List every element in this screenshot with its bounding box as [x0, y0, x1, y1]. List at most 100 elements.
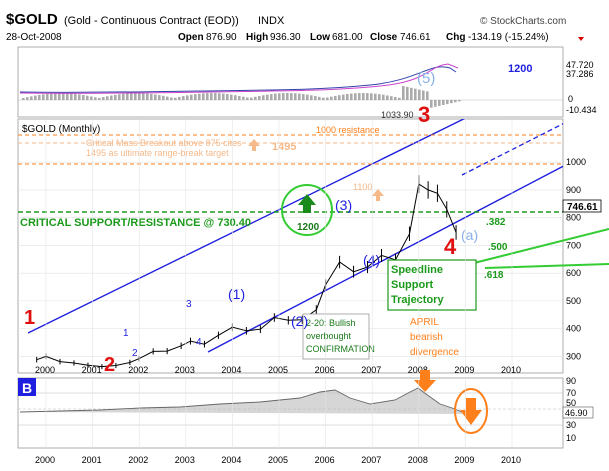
macd-bar [342, 94, 345, 100]
macd-bar [114, 94, 117, 100]
macd-bar [430, 100, 433, 108]
macd-bar [262, 95, 265, 100]
divergence-ellipse [454, 388, 488, 434]
y-tick-label: 500 [566, 296, 581, 306]
minor-wave-1: 1 [123, 328, 129, 339]
open-value: 876.90 [206, 32, 237, 43]
x-tick-label: 2001 [82, 365, 102, 375]
upper-channel-line [27, 119, 466, 334]
macd-bar [178, 96, 181, 100]
macd-bar [58, 93, 61, 100]
chg-value: -134.19 (-15.24%) [468, 32, 549, 43]
macd-bar [414, 88, 417, 100]
macd-bar [54, 93, 57, 100]
macd-bar [94, 97, 97, 100]
int-wave-3: (3) [335, 197, 352, 213]
macd-bar [194, 94, 197, 100]
macd-bar [82, 95, 85, 100]
macd-bar [122, 93, 125, 100]
critical-support-label: CRITICAL SUPPORT/RESISTANCE @ 730.40 [20, 217, 251, 229]
macd-bar [426, 91, 429, 100]
int-wave-a: (a) [461, 227, 478, 243]
macd-label-3: 0 [568, 94, 573, 104]
macd-bar [274, 93, 277, 100]
low-label: Low [310, 32, 330, 43]
chg-label: Chg [446, 32, 465, 43]
wave-2-red: 2 [104, 354, 115, 376]
speedline-line1: Speedline [391, 264, 443, 276]
macd-line [19, 66, 457, 93]
macd-bar [198, 93, 201, 100]
rsi-panel: B 90 70 50 46.90 30 10 [17, 370, 594, 449]
x-tick-label: 2000 [35, 365, 55, 375]
macd-bar [238, 95, 241, 100]
macd-bar [146, 93, 149, 100]
minor-wave-2: 2 [132, 348, 138, 359]
macd-bar [166, 96, 169, 100]
y-tick-label: 600 [566, 268, 581, 278]
x-tick-label: 2007 [361, 455, 381, 465]
wave-4-red: 4 [444, 234, 457, 259]
x-tick-label: 2004 [221, 455, 241, 465]
macd-bar [302, 94, 305, 100]
macd-bar [286, 93, 289, 100]
macd-bar [250, 97, 253, 100]
macd-bar [186, 95, 189, 100]
macd-bar [438, 100, 441, 106]
panel-title: $GOLD (Monthly) [22, 124, 100, 135]
macd-bar [278, 93, 281, 100]
macd-bar [322, 97, 325, 100]
macd-bar [294, 93, 297, 100]
int-wave-4: (4) [363, 252, 380, 268]
macd-bar [158, 95, 161, 100]
arrow-down-icon-2 [460, 398, 482, 425]
macd-bar [126, 93, 129, 100]
price-x-axis: 2000 2001 2002 2003 2004 2005 2006 2007 2008 2009… [35, 119, 521, 375]
high-value: 936.30 [270, 32, 301, 43]
macd-bar [62, 93, 65, 100]
macd-bar [398, 97, 401, 100]
macd-bar [394, 96, 397, 100]
macd-bar [366, 93, 369, 100]
open-label: Open [178, 32, 204, 43]
macd-bar [410, 87, 413, 100]
x-tick-label: 2009 [454, 365, 474, 375]
price-tag-box [562, 199, 602, 213]
x-tick-label: 2009 [454, 455, 474, 465]
macd-bar [210, 93, 213, 100]
y-tick-label: 400 [566, 324, 581, 334]
fib-382-label: .382 [486, 217, 506, 228]
wave-3-red: 3 [418, 102, 430, 127]
target-1200-circle-label: 1200 [297, 222, 320, 233]
rsi-line [19, 387, 471, 415]
int-wave-2: (2) [291, 313, 308, 329]
macd-bar [30, 96, 33, 100]
dashed-channel-line [461, 123, 563, 176]
macd-bar [390, 96, 393, 100]
macd-bar [318, 96, 321, 100]
macd-bar [458, 100, 461, 102]
chart-date: 28-Oct-2008 [6, 32, 62, 43]
rsi-label-90: 90 [566, 376, 576, 386]
arrow-up-icon-2 [372, 189, 384, 201]
price-tag: 746.61 [567, 202, 598, 213]
x-tick-label: 2010 [501, 365, 521, 375]
macd-bar [378, 94, 381, 100]
macd-bar [130, 93, 133, 100]
price-series [36, 183, 457, 368]
macd-bar [182, 96, 185, 100]
macd-bar [242, 96, 245, 100]
macd-bar [282, 93, 285, 100]
macd-bar [50, 93, 53, 100]
x-tick-label: 2006 [315, 365, 335, 375]
april-line3: divergence [410, 347, 459, 358]
macd-bar [206, 93, 209, 100]
macd-bar [106, 96, 109, 100]
macd-bar [434, 100, 437, 107]
rsi-label-50: 50 [566, 398, 576, 408]
y-tick-label: 900 [566, 185, 581, 195]
x-tick-label: 2005 [268, 455, 288, 465]
macd-bar [370, 93, 373, 100]
macd-bar [202, 93, 205, 100]
x-tick-label: 2002 [128, 365, 148, 375]
